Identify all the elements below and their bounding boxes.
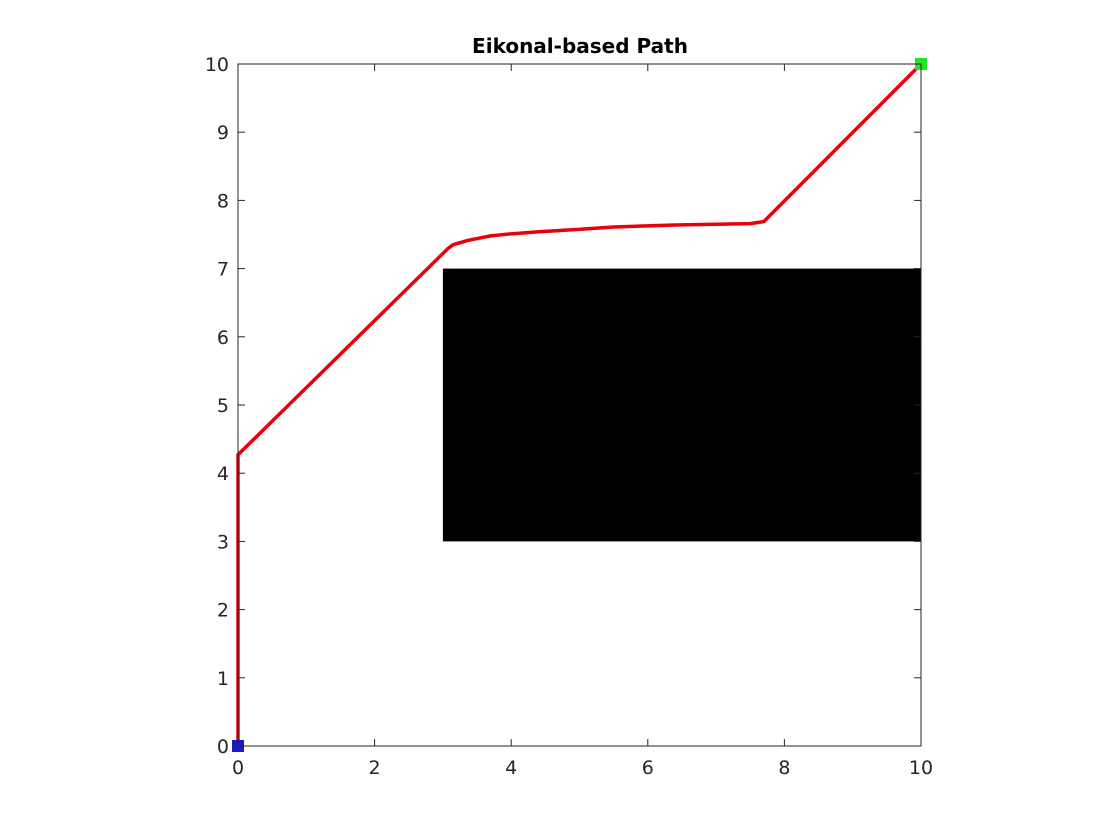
x-tick-label: 8 [778,757,790,779]
x-tick-label: 10 [909,757,933,779]
chart-title: Eikonal-based Path [472,34,688,58]
x-tick-label: 6 [642,757,654,779]
y-tick-label: 8 [217,190,229,212]
axes: 0 2 4 6 8 10 0 1 2 3 4 5 6 7 8 9 10 [205,54,933,779]
y-tick-label: 10 [205,54,229,76]
x-tick-label: 0 [232,757,244,779]
y-tick-label: 7 [217,259,229,281]
plot-area [232,58,927,752]
x-tick-label: 2 [369,757,381,779]
y-tick-label: 1 [217,668,229,690]
y-tick-label: 2 [217,600,229,622]
y-tick-label: 6 [217,327,229,349]
y-tick-label: 4 [217,463,229,485]
obstacle-rect [442,268,921,542]
y-tick-label: 0 [217,736,229,758]
y-tick-label: 3 [217,531,229,553]
y-tick-label: 9 [217,122,229,144]
y-tick-label: 5 [217,395,229,417]
x-tick-label: 4 [505,757,517,779]
path-line [236,62,923,748]
